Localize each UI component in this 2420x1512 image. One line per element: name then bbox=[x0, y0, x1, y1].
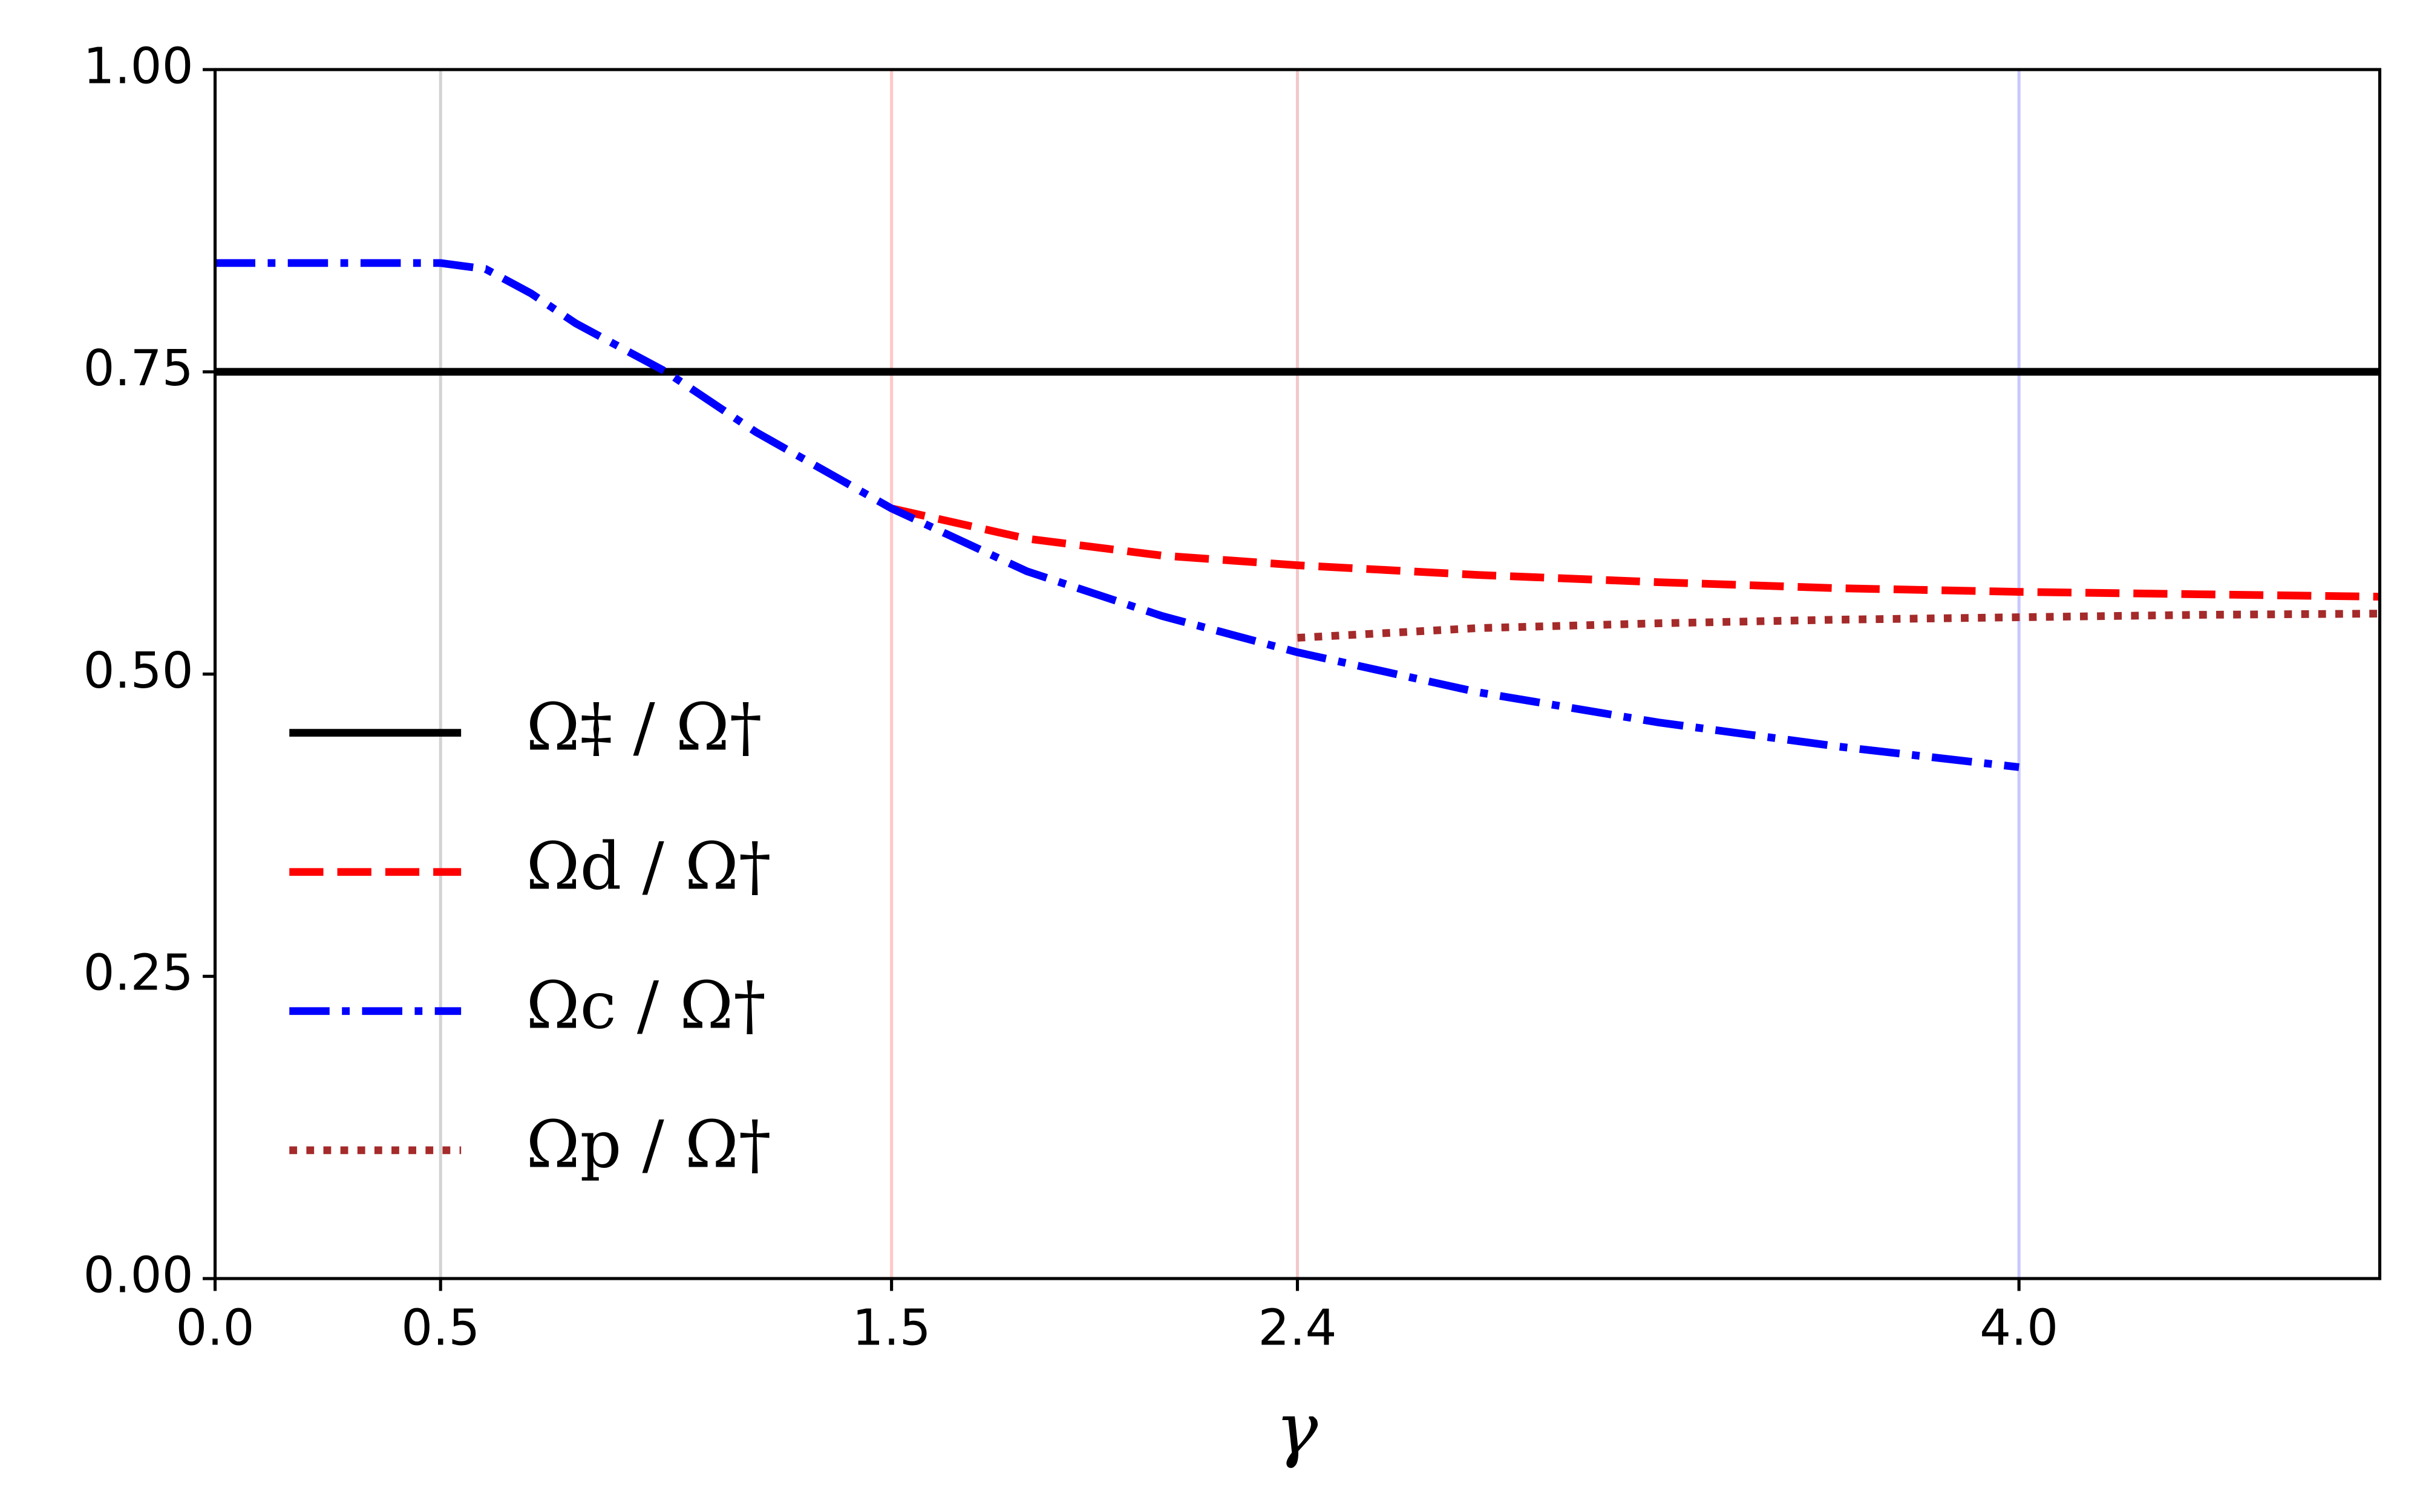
series-line bbox=[215, 259, 2019, 771]
legend-label: Ω‡ / Ω† bbox=[526, 689, 762, 765]
x-tick-label: 1.5 bbox=[852, 1299, 931, 1357]
legend-label: Ωd / Ω† bbox=[526, 829, 771, 905]
x-tick-label: 0.0 bbox=[175, 1299, 254, 1357]
legend-label: Ωc / Ω† bbox=[526, 968, 766, 1044]
series-line bbox=[891, 504, 2380, 601]
series-line bbox=[1297, 610, 2380, 642]
y-tick-label: 0.25 bbox=[83, 945, 193, 1002]
y-tick-label: 0.00 bbox=[83, 1246, 193, 1304]
y-tick-label: 0.50 bbox=[83, 642, 193, 700]
y-tick-label: 0.75 bbox=[83, 340, 193, 397]
y-tick-label: 1.00 bbox=[83, 37, 193, 95]
x-tick-label: 4.0 bbox=[1980, 1299, 2058, 1357]
x-axis-label: γ bbox=[1275, 1387, 1318, 1470]
x-tick-label: 2.4 bbox=[1258, 1299, 1336, 1357]
legend-label: Ωp / Ω† bbox=[526, 1107, 771, 1183]
x-tick-label: 0.5 bbox=[401, 1299, 480, 1357]
